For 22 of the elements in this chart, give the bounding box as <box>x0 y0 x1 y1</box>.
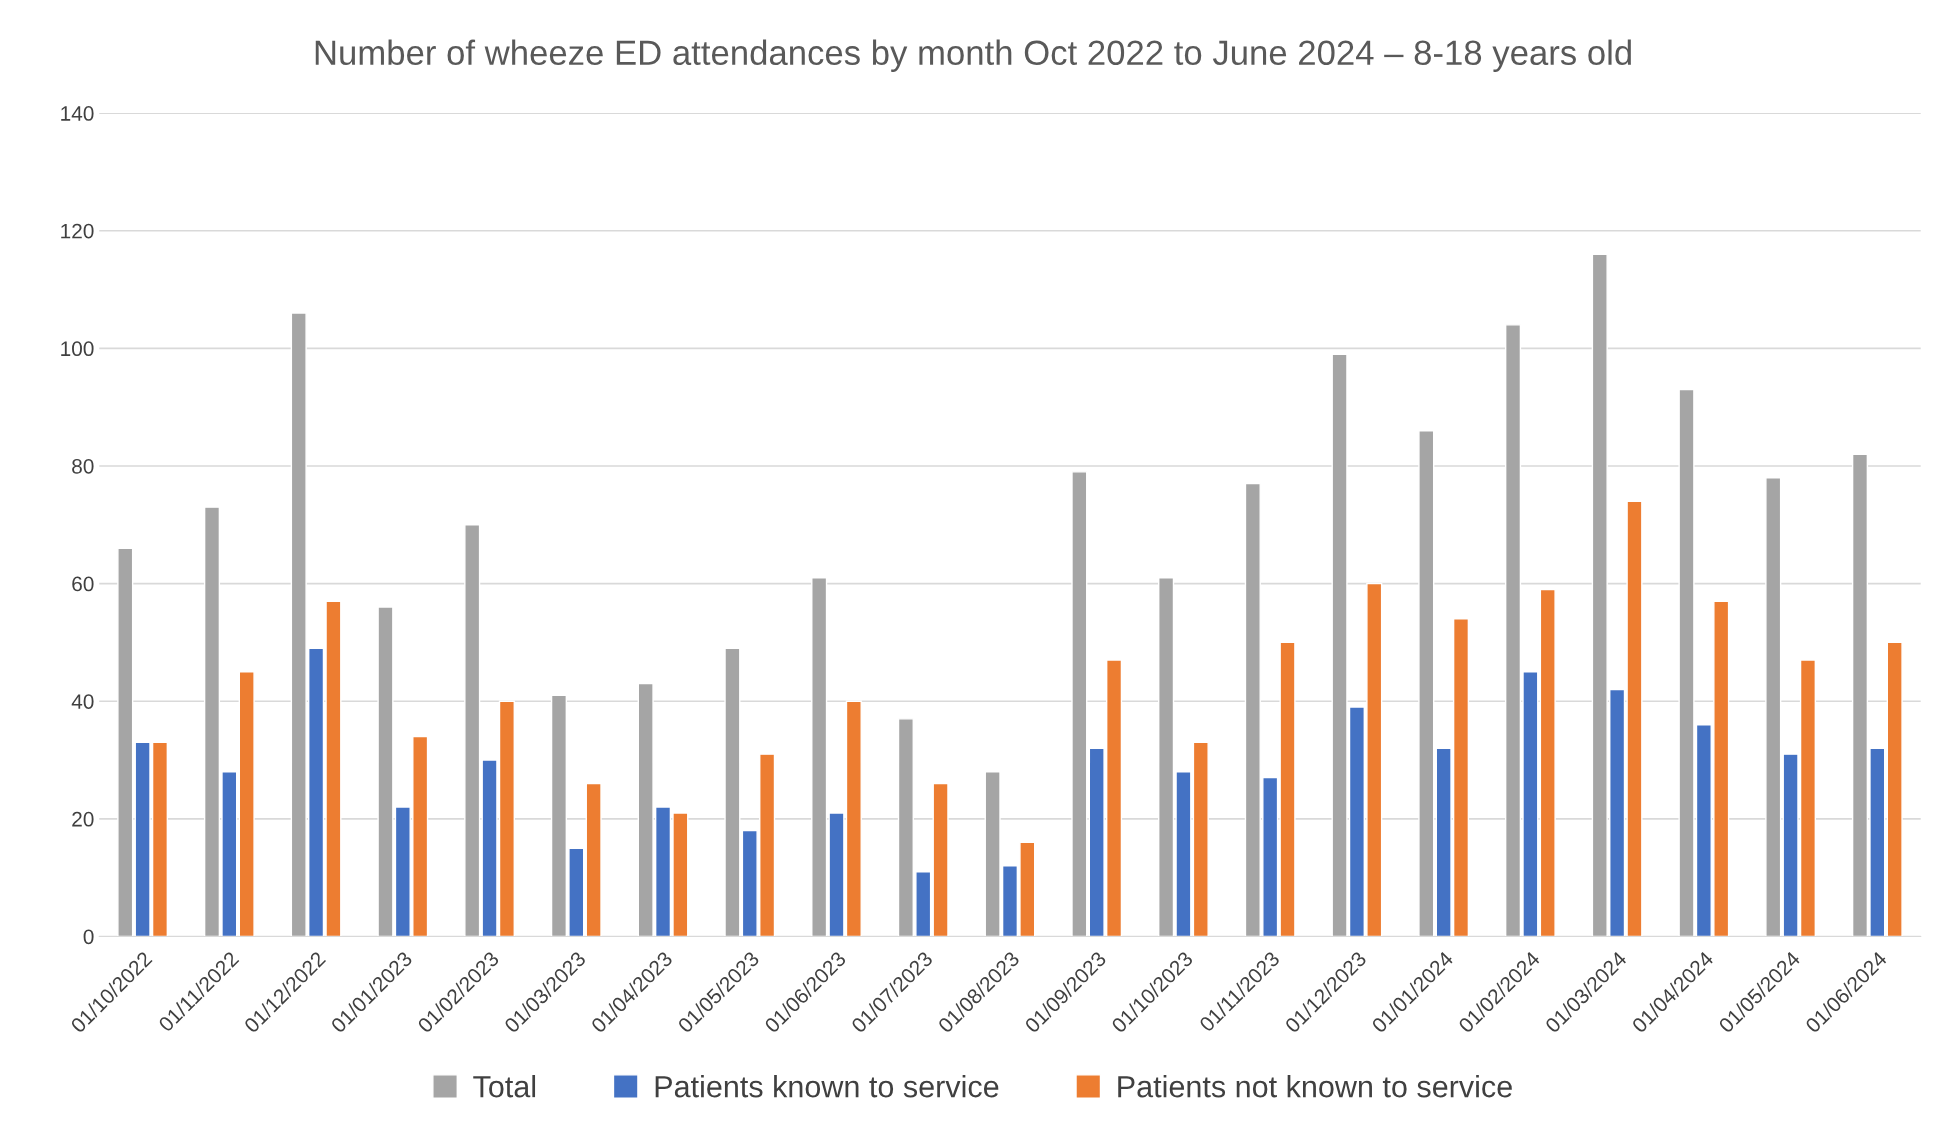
y-tick-label: 60 <box>72 576 94 592</box>
bar <box>1765 477 1782 937</box>
bar <box>1071 471 1088 937</box>
chart-title: Number of wheeze ED attendances by month Oct 2022 to June 2024 – 8-18 years old <box>315 39 1631 72</box>
legend-label: Patients known to service <box>655 1075 999 1098</box>
y-tick-label: 100 <box>61 341 94 357</box>
bar <box>1418 429 1435 937</box>
legend-label: Total <box>473 1075 536 1098</box>
legend-label: Patients not known to service <box>1118 1075 1512 1098</box>
bar <box>724 647 741 937</box>
bar <box>1886 641 1903 937</box>
bar <box>585 782 602 937</box>
y-tick-label: 80 <box>72 458 94 474</box>
bar <box>117 547 134 937</box>
bar <box>1539 588 1556 937</box>
bar <box>932 782 949 937</box>
y-tick-label: 140 <box>61 106 94 121</box>
y-tick-label: 120 <box>61 223 94 239</box>
bar <box>238 671 255 937</box>
y-tick-label: 20 <box>72 811 94 827</box>
y-tick-label: 0 <box>83 929 94 945</box>
y-tick-label: 40 <box>71 694 94 709</box>
